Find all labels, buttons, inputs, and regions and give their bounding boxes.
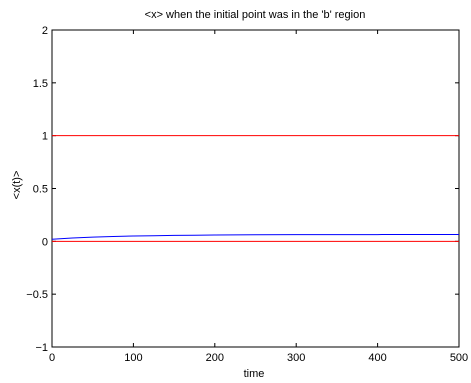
y-tick-label: 1 <box>42 131 48 143</box>
y-tick-label: −0.5 <box>26 289 48 301</box>
y-axis: −1 −0.5 0 0.5 1 1.5 2 <box>26 25 459 354</box>
x-tick-label: 100 <box>124 352 142 364</box>
y-tick-label: 2 <box>42 25 48 37</box>
y-tick-label: 0.5 <box>33 184 48 196</box>
x-axis: 0 100 200 300 400 500 <box>49 30 468 364</box>
y-axis-label: <x(t)> <box>11 171 23 200</box>
plot-frame <box>51 29 460 348</box>
x-tick-label: 200 <box>206 352 224 364</box>
x-tick-label: 300 <box>287 352 305 364</box>
y-tick-label: −1 <box>35 342 48 354</box>
series-group <box>51 233 459 240</box>
x-tick-label: 500 <box>450 352 468 364</box>
chart-title: <x> when the initial point was in the 'b… <box>145 9 366 21</box>
x-tick-label: 0 <box>49 352 55 364</box>
y-tick-label: 1.5 <box>33 78 48 90</box>
y-tick-label: 0 <box>42 236 48 248</box>
x-tick-label: 400 <box>368 352 386 364</box>
reference-lines <box>52 135 459 242</box>
x-axis-label: time <box>244 368 265 380</box>
series-line <box>51 233 459 240</box>
